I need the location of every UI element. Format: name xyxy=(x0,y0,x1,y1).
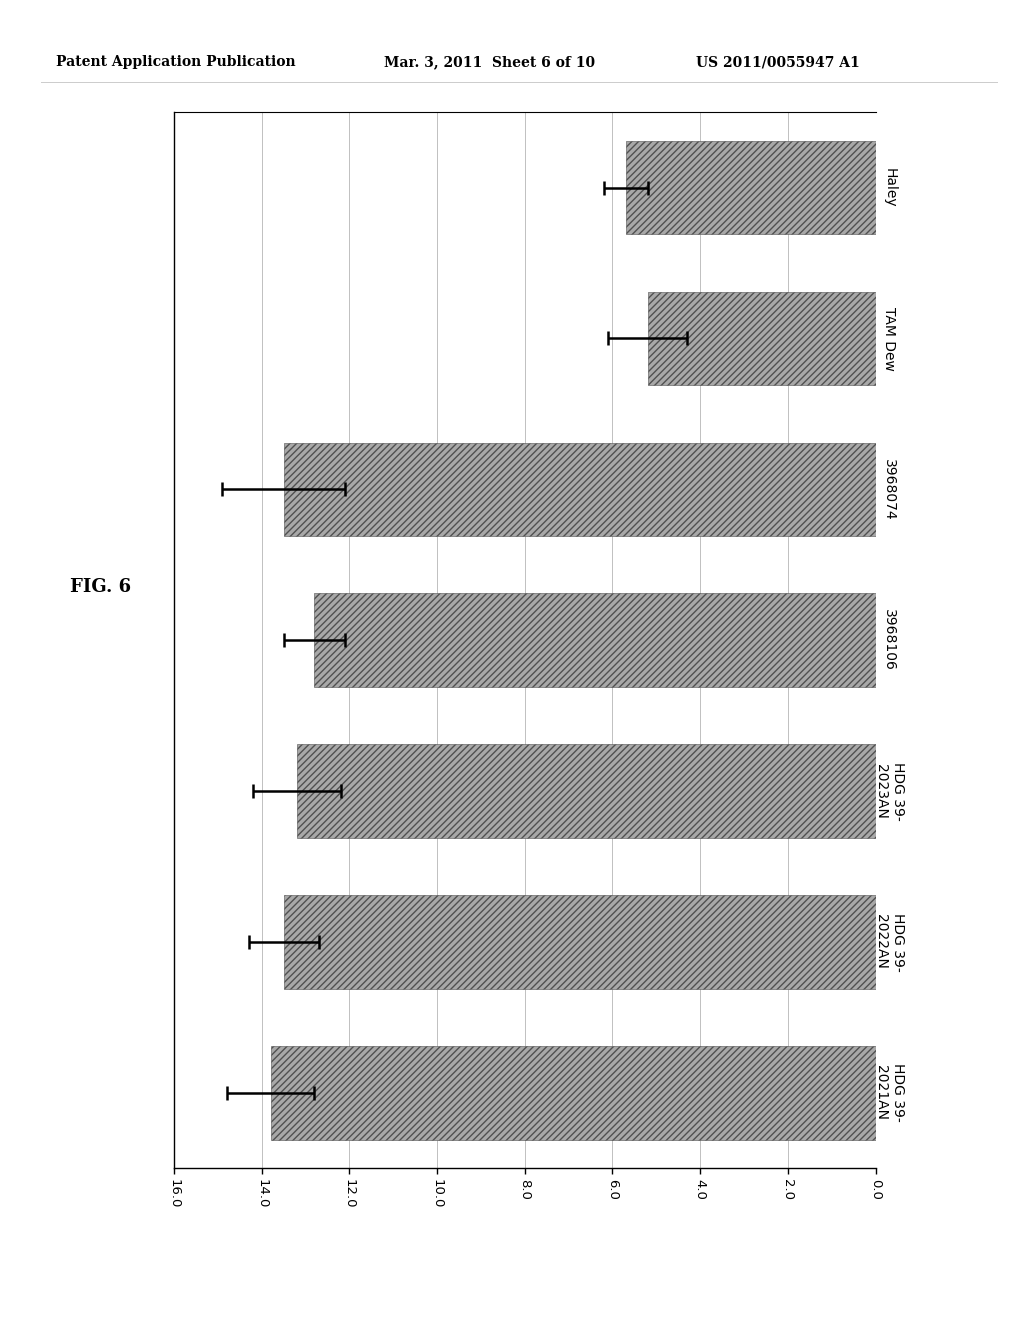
Bar xyxy=(270,1045,876,1139)
Bar xyxy=(314,594,876,686)
Bar xyxy=(284,442,876,536)
Text: US 2011/0055947 A1: US 2011/0055947 A1 xyxy=(696,55,860,70)
Bar xyxy=(626,141,876,235)
Bar xyxy=(297,744,876,838)
Text: Patent Application Publication: Patent Application Publication xyxy=(56,55,296,70)
Bar xyxy=(284,895,876,989)
Text: Mar. 3, 2011  Sheet 6 of 10: Mar. 3, 2011 Sheet 6 of 10 xyxy=(384,55,595,70)
Text: FIG. 6: FIG. 6 xyxy=(70,578,131,597)
Bar xyxy=(647,292,876,385)
